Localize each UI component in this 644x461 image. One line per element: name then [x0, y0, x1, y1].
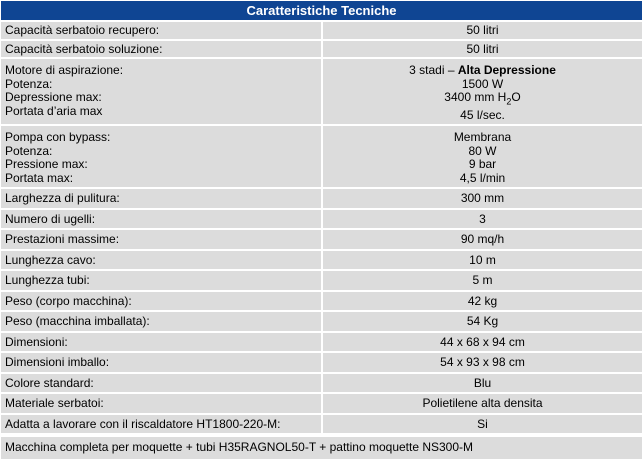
row-value: 5 m	[323, 271, 642, 290]
row-label: Adatta a lavorare con il riscaldatore HT…	[1, 414, 321, 434]
value-line: Membrana	[453, 130, 512, 145]
value-line: 3 stadi – Alta Depressione	[327, 63, 638, 78]
row-label: Capacità serbatoio soluzione:	[1, 40, 321, 57]
table-title: Caratteristiche Tecniche	[1, 1, 642, 22]
row-value: 90 mq/h	[323, 230, 642, 249]
table-row: Capacità serbatoio soluzione: 50 litri	[1, 40, 642, 59]
row-label: Numero di ugelli:	[1, 209, 321, 229]
value-line: 3400 mm H2O	[327, 90, 638, 109]
label-line: Pompa con bypass:	[5, 130, 111, 145]
row-value: Polietilene alta densita	[323, 394, 642, 413]
row-value: Blu	[323, 373, 642, 393]
row-value: 42 kg	[323, 291, 642, 311]
footer-note: Macchina completa per moquette + tubi H3…	[1, 437, 642, 459]
row-label: Lunghezza cavo:	[1, 250, 321, 270]
value-line: 4,5 l/min	[459, 170, 506, 185]
row-label: Dimensioni:	[1, 332, 321, 352]
table-row: Dimensioni: 44 x 68 x 94 cm	[1, 332, 642, 354]
table-row: Colore standard: Blu	[1, 373, 642, 395]
label-line: Potenza:	[5, 143, 53, 158]
value-line: 50 litri	[466, 23, 499, 37]
table-row: Capacità serbatoio recupero: 50 litri	[1, 22, 642, 41]
table-row: Adatta a lavorare con il riscaldatore HT…	[1, 414, 642, 436]
row-value: 50 litri	[323, 22, 642, 39]
row-value: Membrana 80 W 9 bar 4,5 l/min	[323, 126, 642, 188]
row-value: 50 litri	[323, 40, 642, 57]
label-line: Depressione max:	[5, 90, 102, 104]
table-row: Larghezza di pulitura: 300 mm	[1, 189, 642, 210]
row-value: 3	[323, 209, 642, 229]
value-text: 3400 mm H	[444, 90, 507, 104]
table-row: Materiale serbatoi: Polietilene alta den…	[1, 394, 642, 415]
row-label: Colore standard:	[1, 373, 321, 393]
row-label: Materiale serbatoi:	[1, 394, 321, 413]
label-line: Capacità serbatoio soluzione:	[5, 41, 163, 56]
row-value: 10 m	[323, 250, 642, 270]
row-label: Prestazioni massime:	[1, 230, 321, 249]
label-line: Pressione max:	[5, 157, 88, 172]
table-row: Lunghezza tubi: 5 m	[1, 271, 642, 292]
subscript: 2	[506, 96, 512, 107]
row-label: Dimensioni imballo:	[1, 353, 321, 372]
label-line: Portata max:	[5, 170, 74, 185]
row-label: Larghezza di pulitura:	[1, 189, 321, 208]
row-value: 54 Kg	[323, 312, 642, 331]
value-line: 1500 W	[461, 76, 504, 91]
table-footer-row: Macchina completa per moquette + tubi H3…	[1, 437, 642, 461]
row-label: Peso (macchina imballata):	[1, 312, 321, 331]
label-line: Portata d’aria max	[5, 103, 103, 118]
row-label: Peso (corpo macchina):	[1, 291, 321, 311]
table-row: Peso (macchina imballata): 54 Kg	[1, 312, 642, 333]
table-row: Dimensioni imballo: 54 x 93 x 98 cm	[1, 353, 642, 374]
value-line: 45 l/sec.	[460, 107, 505, 122]
value-line: 50 litri	[466, 41, 499, 56]
value-line: 80 W	[468, 143, 497, 158]
value-text: O	[511, 90, 521, 104]
row-value: Si	[323, 414, 642, 434]
row-label: Lunghezza tubi:	[1, 271, 321, 290]
row-value: 44 x 68 x 94 cm	[323, 332, 642, 352]
row-value: 3 stadi – Alta Depressione 1500 W 3400 m…	[323, 59, 642, 125]
value-bold-text: Alta Depressione	[457, 63, 556, 77]
row-value: 300 mm	[323, 189, 642, 208]
table-row: Peso (corpo macchina): 42 kg	[1, 291, 642, 313]
label-line: Capacità serbatoio recupero:	[5, 23, 160, 37]
value-text: 3 stadi –	[409, 63, 458, 77]
table-row: Prestazioni massime: 90 mq/h	[1, 230, 642, 251]
table-row: Numero di ugelli: 3	[1, 209, 642, 231]
table-row: Pompa con bypass: Potenza: Pressione max…	[1, 126, 642, 190]
table-row: Motore di aspirazione: Potenza: Depressi…	[1, 59, 642, 127]
row-label: Pompa con bypass: Potenza: Pressione max…	[1, 126, 321, 188]
value-line: 9 bar	[468, 157, 497, 172]
row-value: 54 x 93 x 98 cm	[323, 353, 642, 372]
row-label: Capacità serbatoio recupero:	[1, 22, 321, 39]
label-line: Motore di aspirazione:	[5, 63, 124, 77]
label-line: Potenza:	[5, 76, 53, 91]
table-row: Lunghezza cavo: 10 m	[1, 250, 642, 272]
row-label: Motore di aspirazione: Potenza: Depressi…	[1, 59, 321, 125]
